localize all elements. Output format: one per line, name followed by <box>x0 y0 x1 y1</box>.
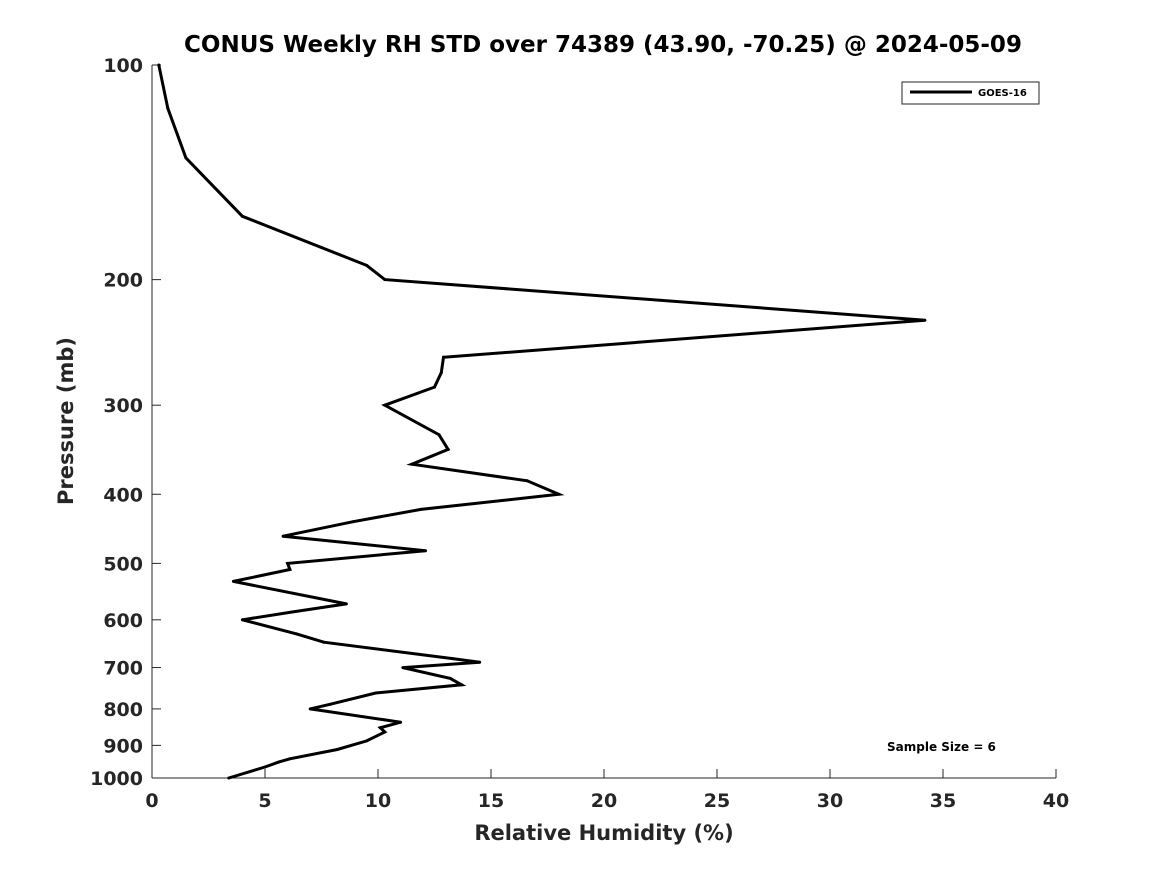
data-point <box>401 666 405 670</box>
plot-frame <box>152 65 1056 778</box>
data-point <box>281 534 285 538</box>
data-point <box>383 403 387 407</box>
x-ticks: 0 5 10 15 20 25 30 35 40 <box>145 769 1069 812</box>
x-tick-label: 40 <box>1043 790 1069 812</box>
data-point <box>329 702 332 706</box>
sample-size-annotation: Sample Size = 6 <box>887 740 996 754</box>
x-axis-label: Relative Humidity (%) <box>474 821 733 845</box>
x-tick-label: 10 <box>365 790 391 812</box>
data-point <box>295 632 299 636</box>
data-point <box>557 492 561 496</box>
data-point <box>437 433 441 437</box>
series-group <box>157 63 927 780</box>
data-point <box>231 579 235 583</box>
data-point <box>442 355 445 359</box>
y-tick-label: 400 <box>103 484 143 506</box>
data-point <box>410 462 414 466</box>
data-point <box>240 618 244 622</box>
y-tick-label: 100 <box>103 55 143 77</box>
y-tick-label: 500 <box>103 553 143 575</box>
legend-label: GOES-16 <box>978 88 1027 99</box>
data-point <box>923 318 927 322</box>
data-point <box>378 726 382 730</box>
x-tick-label: 5 <box>258 790 271 812</box>
legend: GOES-16 <box>901 81 1040 105</box>
data-point <box>451 657 455 661</box>
y-tick-label: 600 <box>103 610 143 632</box>
data-point <box>308 707 312 711</box>
data-point <box>365 263 369 267</box>
y-tick-label: 900 <box>103 735 143 757</box>
data-point <box>277 760 281 764</box>
x-tick-label: 30 <box>817 790 843 812</box>
data-point <box>286 561 290 565</box>
data-point <box>424 549 427 553</box>
data-point <box>322 640 326 644</box>
data-point <box>344 602 348 606</box>
plot-area: 0 5 10 15 20 25 30 35 40 100 200 300 400 500 600 700 80… <box>90 55 1069 812</box>
y-axis-label: Pressure (mb) <box>54 337 78 505</box>
x-tick-label: 20 <box>591 790 617 812</box>
data-point <box>290 610 294 614</box>
data-point <box>525 479 529 483</box>
y-tick-label: 1000 <box>90 768 143 790</box>
data-point <box>263 765 267 769</box>
data-point <box>399 720 403 724</box>
data-point <box>288 757 292 761</box>
data-point <box>448 676 452 680</box>
data-point <box>419 507 423 511</box>
y-tick-label: 700 <box>103 658 143 680</box>
x-tick-label: 0 <box>145 790 158 812</box>
y-tick-label: 300 <box>103 395 143 417</box>
x-tick-label: 35 <box>930 790 956 812</box>
data-point <box>446 447 450 451</box>
y-ticks: 100 200 300 400 500 600 700 800 900 1000 <box>90 55 161 790</box>
data-point <box>240 214 244 218</box>
data-point <box>351 520 355 524</box>
y-tick-label: 200 <box>103 270 143 292</box>
data-point <box>383 730 387 734</box>
data-point <box>439 371 443 375</box>
data-point <box>157 63 161 67</box>
data-point <box>460 683 464 687</box>
data-point <box>227 776 231 780</box>
data-point <box>374 691 378 695</box>
data-point <box>365 739 369 743</box>
data-point <box>478 660 482 664</box>
data-point <box>433 385 436 389</box>
data-point <box>288 568 292 571</box>
data-point <box>184 156 188 160</box>
data-point <box>383 278 387 282</box>
chart-title: CONUS Weekly RH STD over 74389 (43.90, -… <box>184 32 1022 58</box>
data-point <box>335 748 339 751</box>
x-tick-label: 25 <box>704 790 730 812</box>
data-point <box>166 106 170 110</box>
y-tick-label: 800 <box>103 699 143 721</box>
x-tick-label: 15 <box>478 790 504 812</box>
